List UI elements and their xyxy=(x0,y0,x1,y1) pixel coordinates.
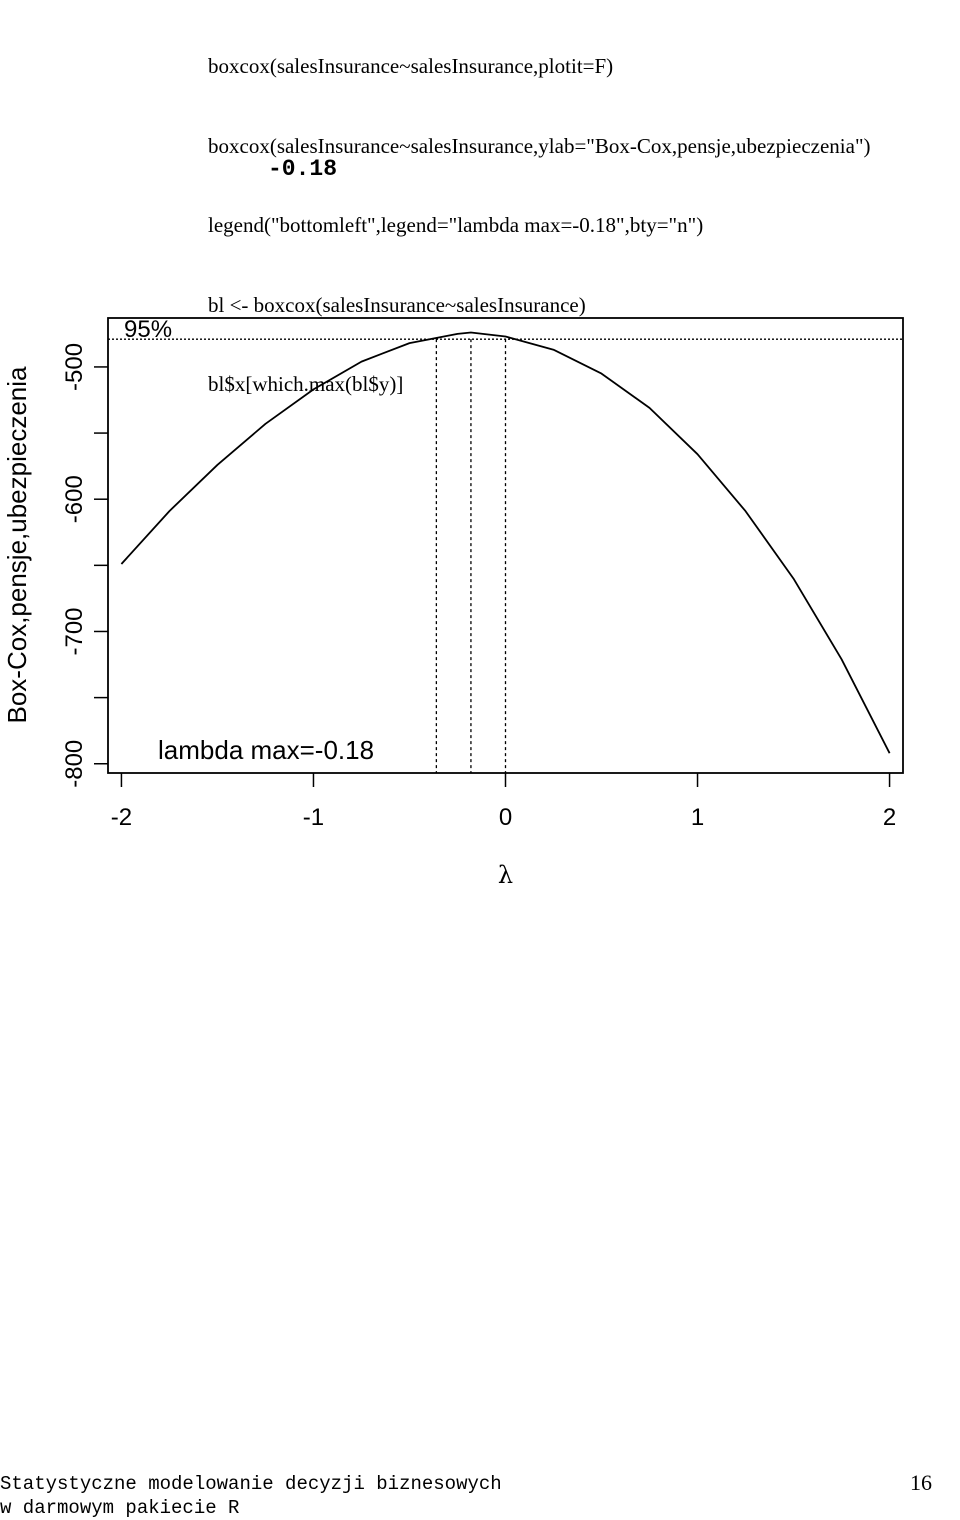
code-line: bl <- boxcox(salesInsurance~salesInsuran… xyxy=(208,292,586,317)
code-line: boxcox(salesInsurance~salesInsurance,yla… xyxy=(208,133,871,158)
code-line: bl$x[which.max(bl$y)] xyxy=(208,372,404,396)
x-tick-label: -1 xyxy=(303,804,324,831)
footer-left: Statystyczne modelowanie decyzji bizneso… xyxy=(0,1472,502,1520)
legend-text: lambda max=-0.18 xyxy=(158,735,374,765)
ci-label: 95% xyxy=(124,316,172,343)
log-likelihood-curve xyxy=(120,331,891,754)
footer-title-line1: Statystyczne modelowanie decyzji bizneso… xyxy=(0,1473,502,1495)
x-tick-label: 1 xyxy=(691,804,704,831)
x-axis-label: λ xyxy=(498,861,513,889)
y-tick-label: -700 xyxy=(61,607,88,655)
x-tick-label: 2 xyxy=(883,804,896,831)
x-tick-label: 0 xyxy=(499,804,512,831)
footer-title-line2: w darmowym pakiecie R xyxy=(0,1497,240,1519)
code-line: boxcox(salesInsurance~salesInsurance,plo… xyxy=(208,54,614,78)
plot-layer: -2 -1 0 1 2 λ -800 -700 -600 -500 Box-Cox,pensje,u… xyxy=(2,316,904,889)
x-tick-label: -2 xyxy=(111,804,132,831)
y-tick-label: -500 xyxy=(61,343,88,391)
boxcox-plot: -2 -1 0 1 2 λ -800 -700 -600 -500 Box-Cox,pensje,u… xyxy=(2,316,904,889)
y-tick-label: -800 xyxy=(61,740,88,788)
page-number: 16 xyxy=(910,1470,932,1495)
y-axis-label: Box-Cox,pensje,ubezpieczenia xyxy=(2,366,32,724)
r-code-block: boxcox(salesInsurance~salesInsurance,plo… xyxy=(208,0,871,424)
r-output-value: -0.18 xyxy=(268,156,338,182)
y-tick-label: -600 xyxy=(61,475,88,523)
code-line: legend("bottomleft",legend="lambda max=-… xyxy=(208,213,704,237)
